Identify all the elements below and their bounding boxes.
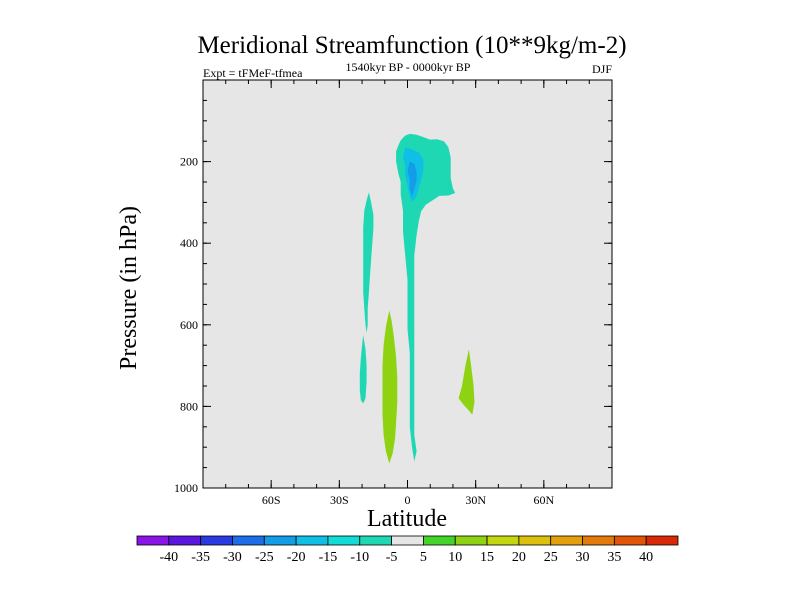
y-tick-label: 1000 (174, 481, 198, 495)
colorbar-box (263, 535, 297, 546)
season-label: DJF (592, 62, 612, 76)
colorbar-box (168, 535, 202, 546)
colorbar-label: 35 (607, 550, 621, 565)
chart-title: Meridional Streamfunction (10**9kg/m-2) (197, 32, 626, 59)
colorbar-label: -5 (386, 550, 398, 565)
x-tick-label: 30S (330, 493, 349, 507)
colorbar-box (454, 535, 488, 546)
contour-region-nh-positive-blob (458, 349, 475, 415)
contour-region-tropical-positive-cell (382, 310, 398, 464)
colorbar-box (200, 535, 233, 546)
colorbar-label: -10 (350, 550, 369, 565)
colorbar-box (423, 535, 456, 546)
colorbar-label: 15 (480, 550, 494, 565)
y-tick-label: 400 (180, 236, 198, 250)
colorbar-label: 10 (448, 550, 462, 565)
colorbar-box (136, 535, 170, 546)
colorbar-box (486, 535, 520, 546)
y-axis-label: Pressure (in hPa) (116, 206, 142, 370)
contour-region-upper-tropical-cell (396, 133, 456, 462)
y-tick-label: 800 (180, 399, 198, 413)
colorbar-label: -15 (319, 550, 338, 565)
contour-regions (359, 133, 475, 464)
x-tick-label: 30N (465, 493, 486, 507)
x-tick-label: 60S (262, 493, 281, 507)
colorbar-label: 25 (544, 550, 558, 565)
colorbar-box (327, 535, 361, 546)
period-label: 1540kyr BP - 0000kyr BP (346, 60, 471, 74)
contour-region-upper-core-inner (407, 161, 417, 197)
x-tick-label: 60N (533, 493, 554, 507)
colorbar-box (645, 535, 679, 546)
colorbar-box (550, 535, 583, 546)
colorbar-box (232, 535, 265, 546)
y-tick-label: 200 (180, 155, 198, 169)
axis-ticks (203, 80, 612, 489)
colorbar-label: -20 (287, 550, 306, 565)
colorbar: -40 -35 -30 -25 -20 -15 -10 -5 5 10 15 20 25 30 35 40 (136, 535, 679, 565)
colorbar-label: -25 (255, 550, 274, 565)
colorbar-label: 40 (639, 550, 653, 565)
colorbar-label: -35 (191, 550, 210, 565)
colorbar-box (359, 535, 392, 546)
y-tick-label: 600 (180, 318, 198, 332)
colorbar-label: 30 (576, 550, 590, 565)
colorbar-box (582, 535, 615, 546)
colorbar-label: -40 (159, 550, 178, 565)
axis-tick-labels: 60S 30S 0 30N 60N 200 400 600 800 1000 (174, 155, 554, 507)
experiment-label: Expt = tFMeF-tfmea (203, 66, 303, 80)
x-tick-label: 0 (405, 493, 411, 507)
colorbar-box (613, 535, 647, 546)
colorbar-label: -30 (223, 550, 242, 565)
colorbar-label: 5 (420, 550, 427, 565)
colorbar-label: 20 (512, 550, 526, 565)
contour-region-sh-lower-filament (359, 335, 367, 404)
x-axis-label: Latitude (367, 506, 447, 532)
colorbar-box (391, 535, 424, 546)
contour-region-sh-upper-filament (363, 192, 374, 333)
colorbar-box (518, 535, 552, 546)
colorbar-box (295, 535, 329, 546)
